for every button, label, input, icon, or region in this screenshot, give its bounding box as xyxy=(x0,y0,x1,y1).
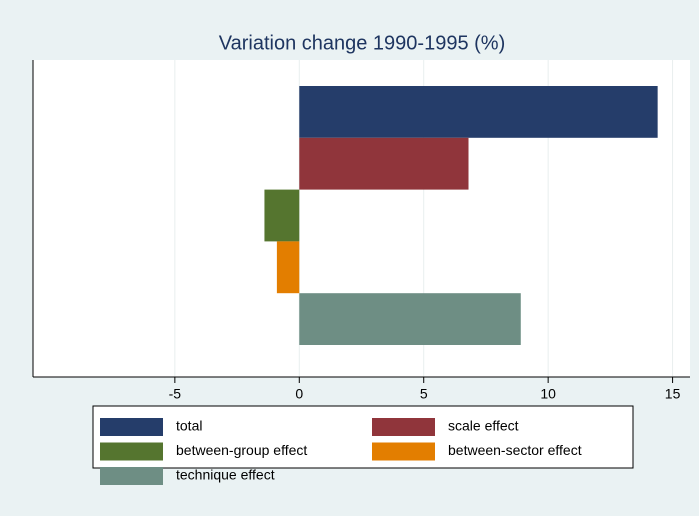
legend-label: between-sector effect xyxy=(448,442,582,458)
legend-label: between-group effect xyxy=(176,442,307,458)
legend-label: total xyxy=(176,418,202,434)
legend-swatch xyxy=(100,418,163,436)
bar xyxy=(299,137,469,190)
legend-label: technique effect xyxy=(176,467,275,483)
x-tick-label: 0 xyxy=(295,386,303,402)
x-tick-label: -5 xyxy=(169,386,182,402)
bar xyxy=(264,189,300,242)
legend-swatch xyxy=(372,418,435,436)
legend-swatch xyxy=(372,442,435,461)
legend-swatch xyxy=(100,467,163,485)
bar xyxy=(299,86,658,138)
legend-label: scale effect xyxy=(448,418,519,434)
legend xyxy=(92,405,634,469)
chart-title: Variation change 1990-1995 (%) xyxy=(219,32,505,54)
x-tick-label: 15 xyxy=(665,386,681,402)
x-tick-label: 5 xyxy=(420,386,428,402)
bar xyxy=(276,241,300,294)
legend-swatch xyxy=(100,442,163,461)
bar xyxy=(299,293,521,345)
x-tick-label: 10 xyxy=(540,386,556,402)
